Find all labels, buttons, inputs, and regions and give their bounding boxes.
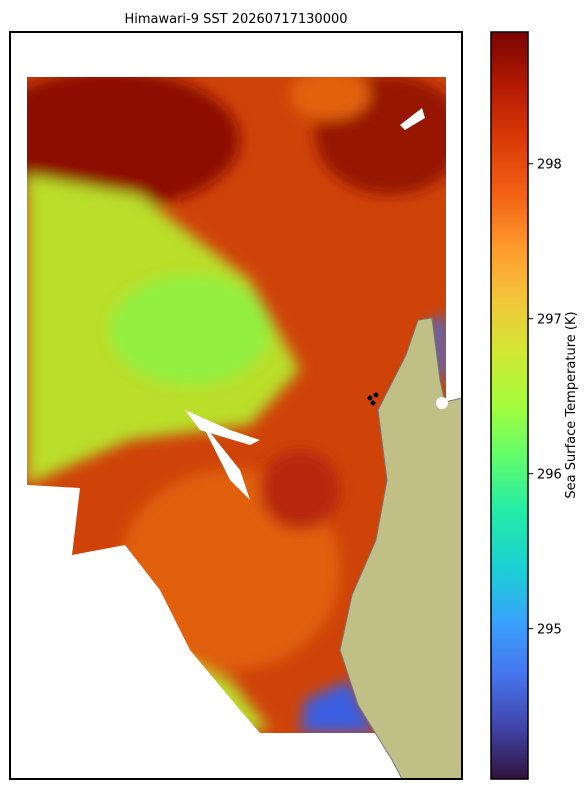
sst-field [27, 77, 446, 733]
colorbar [490, 31, 529, 780]
colorbar-tick-label: 298 [537, 158, 562, 173]
map-title: Himawari-9 SST 20260717130000 [124, 12, 347, 27]
colorbar-tick-label: 297 [537, 313, 562, 328]
colorbar-tick-label: 295 [537, 623, 562, 638]
island-gap [436, 397, 448, 409]
colorbar-tick-label: 296 [537, 468, 562, 483]
markers [367, 392, 379, 406]
colorbar-label: Sea Surface Temperature (K) [564, 311, 579, 498]
land [339, 317, 463, 780]
map-frame [9, 31, 463, 780]
